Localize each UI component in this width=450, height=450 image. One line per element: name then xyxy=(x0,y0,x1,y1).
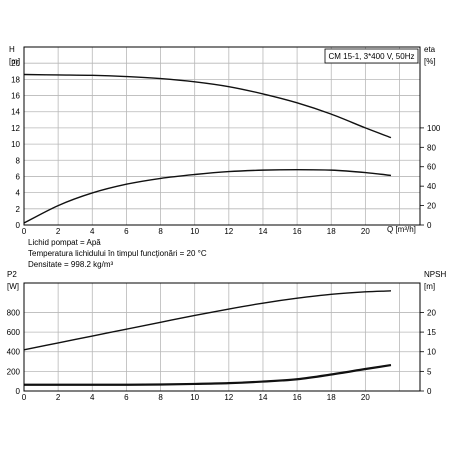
top-x-tick-label: 6 xyxy=(124,227,129,236)
top-chart-curves xyxy=(23,73,392,224)
top-left-tick-label: 16 xyxy=(11,92,20,101)
top-left-tick-label: 8 xyxy=(16,156,21,165)
bottom-right-axis-name: NPSH xyxy=(424,270,446,279)
bottom-left-axis-name: P2 xyxy=(7,270,17,279)
bottom-x-tick-label: 0 xyxy=(22,393,27,402)
bottom-left-tick-label: 200 xyxy=(7,367,21,376)
top-chart-title-box xyxy=(324,48,419,64)
bottom-left-tick-label: 800 xyxy=(7,308,21,317)
bottom-x-tick-label: 16 xyxy=(293,393,302,402)
bottom-right-tick-label: 20 xyxy=(427,308,436,317)
top-x-tick-label: 2 xyxy=(56,227,61,236)
bottom-x-tick-label: 14 xyxy=(259,393,268,402)
top-x-tick-label: 0 xyxy=(22,227,27,236)
bottom-chart-curves xyxy=(23,290,392,386)
top-x-tick-label: 4 xyxy=(90,227,95,236)
top-right-axis-name: eta xyxy=(424,45,436,54)
bottom-right-tick-label: 15 xyxy=(427,328,436,337)
top-left-axis-name: H xyxy=(9,45,15,54)
top-left-tick-label: 12 xyxy=(11,124,20,133)
bottom-x-tick-label: 10 xyxy=(190,393,199,402)
top-x-tick-label: 18 xyxy=(327,227,336,236)
top-right-tick-label: 80 xyxy=(427,143,436,152)
bottom-right-axis-unit: [m] xyxy=(424,282,435,291)
bottom-x-tick-label: 6 xyxy=(124,393,129,402)
bottom-x-tick-label: 8 xyxy=(158,393,163,402)
top-x-axis-label: Q [m³/h] xyxy=(387,225,416,234)
note-liquid: Lichid pompat = Apă xyxy=(28,238,101,247)
bottom-left-tick-label: 0 xyxy=(16,387,21,396)
top-x-tick-label: 20 xyxy=(361,227,370,236)
top-x-tick-label: 14 xyxy=(259,227,268,236)
top-left-tick-label: 4 xyxy=(16,189,21,198)
top-x-tick-label: 16 xyxy=(293,227,302,236)
bottom-left-tick-label: 600 xyxy=(7,328,21,337)
top-right-axis-unit: [%] xyxy=(424,57,436,66)
bottom-series-left-axis-line xyxy=(23,290,392,351)
bottom-chart-frame xyxy=(23,282,421,392)
top-right-tick-label: 60 xyxy=(427,163,436,172)
bottom-x-tick-label: 12 xyxy=(224,393,233,402)
top-right-tick-label: 0 xyxy=(427,221,432,230)
top-chart-grid xyxy=(23,46,420,226)
top-series-right-axis-line xyxy=(23,168,392,224)
top-left-tick-label: 6 xyxy=(16,172,21,181)
top-x-tick-label: 12 xyxy=(224,227,233,236)
top-left-tick-label: 0 xyxy=(16,221,21,230)
top-x-tick-label: 8 xyxy=(158,227,163,236)
top-chart-title: CM 15-1, 3*400 V, 50Hz xyxy=(329,52,415,61)
top-left-tick-label: 18 xyxy=(11,75,20,84)
top-right-tick-label: 20 xyxy=(427,202,436,211)
bottom-x-tick-label: 18 xyxy=(327,393,336,402)
top-right-tick-label: 40 xyxy=(427,182,436,191)
bottom-right-tick-label: 10 xyxy=(427,348,436,357)
top-chart-frame xyxy=(23,46,421,226)
top-left-axis-unit: [m] xyxy=(9,57,20,66)
top-left-tick-label: 14 xyxy=(11,108,20,117)
bottom-x-tick-label: 4 xyxy=(90,393,95,402)
bottom-left-tick-label: 400 xyxy=(7,348,21,357)
bottom-x-tick-label: 20 xyxy=(361,393,370,402)
top-left-tick-label: 20 xyxy=(11,59,20,68)
bottom-left-axis-unit: [W] xyxy=(7,282,19,291)
top-right-tick-label: 100 xyxy=(427,124,441,133)
top-series-left-axis-line xyxy=(23,73,392,139)
bottom-chart-grid xyxy=(23,282,420,392)
top-chart-ticks: 0 2 4 6 8 10 12 14 16 18 20 0 2 4 6 8 10 12 14 16 18 20 0 20 40 6… xyxy=(11,59,441,236)
bottom-series-right-axis-line xyxy=(23,363,392,386)
top-left-tick-label: 10 xyxy=(11,140,20,149)
top-x-tick-label: 10 xyxy=(190,227,199,236)
bottom-right-tick-label: 0 xyxy=(427,387,432,396)
bottom-right-tick-label: 5 xyxy=(427,367,432,376)
top-left-tick-label: 2 xyxy=(16,205,21,214)
note-temperature: Temperatura lichidului în timpul funcţio… xyxy=(28,249,207,258)
note-density: Densitate = 998.2 kg/m³ xyxy=(28,260,113,269)
bottom-x-tick-label: 2 xyxy=(56,393,61,402)
